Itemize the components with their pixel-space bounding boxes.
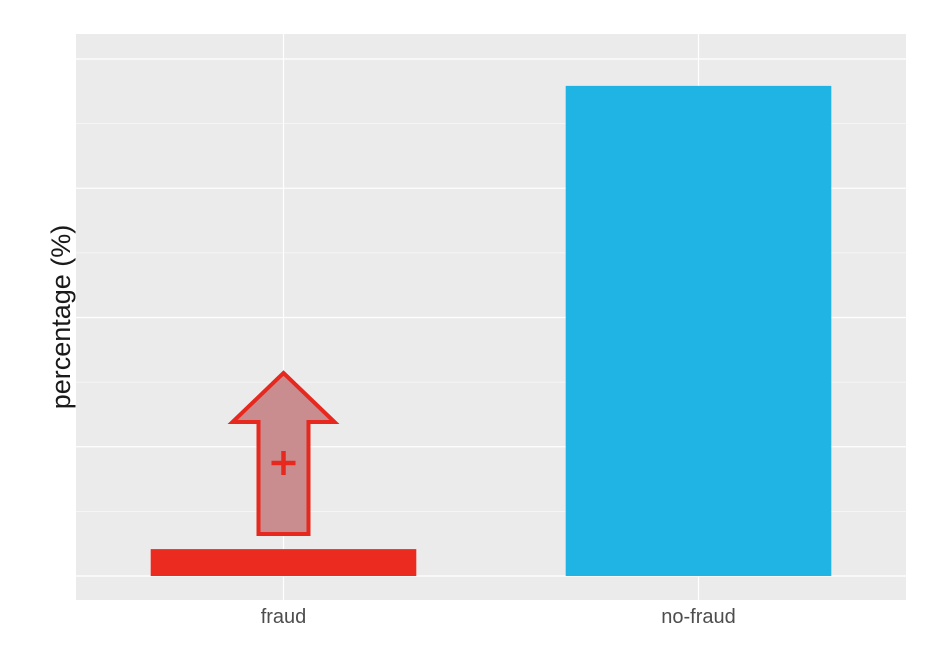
x-tick-label: fraud <box>261 606 307 628</box>
annotations <box>227 370 340 536</box>
x-tick-label: no-fraud <box>661 606 736 628</box>
bar-fraud <box>150 549 417 576</box>
bar-no-fraud <box>565 85 832 576</box>
x-tick-labels: fraud no-fraud <box>261 606 736 628</box>
bars <box>150 85 832 576</box>
plus-icon <box>271 451 296 475</box>
y-axis-title: percentage (%) <box>46 225 76 410</box>
